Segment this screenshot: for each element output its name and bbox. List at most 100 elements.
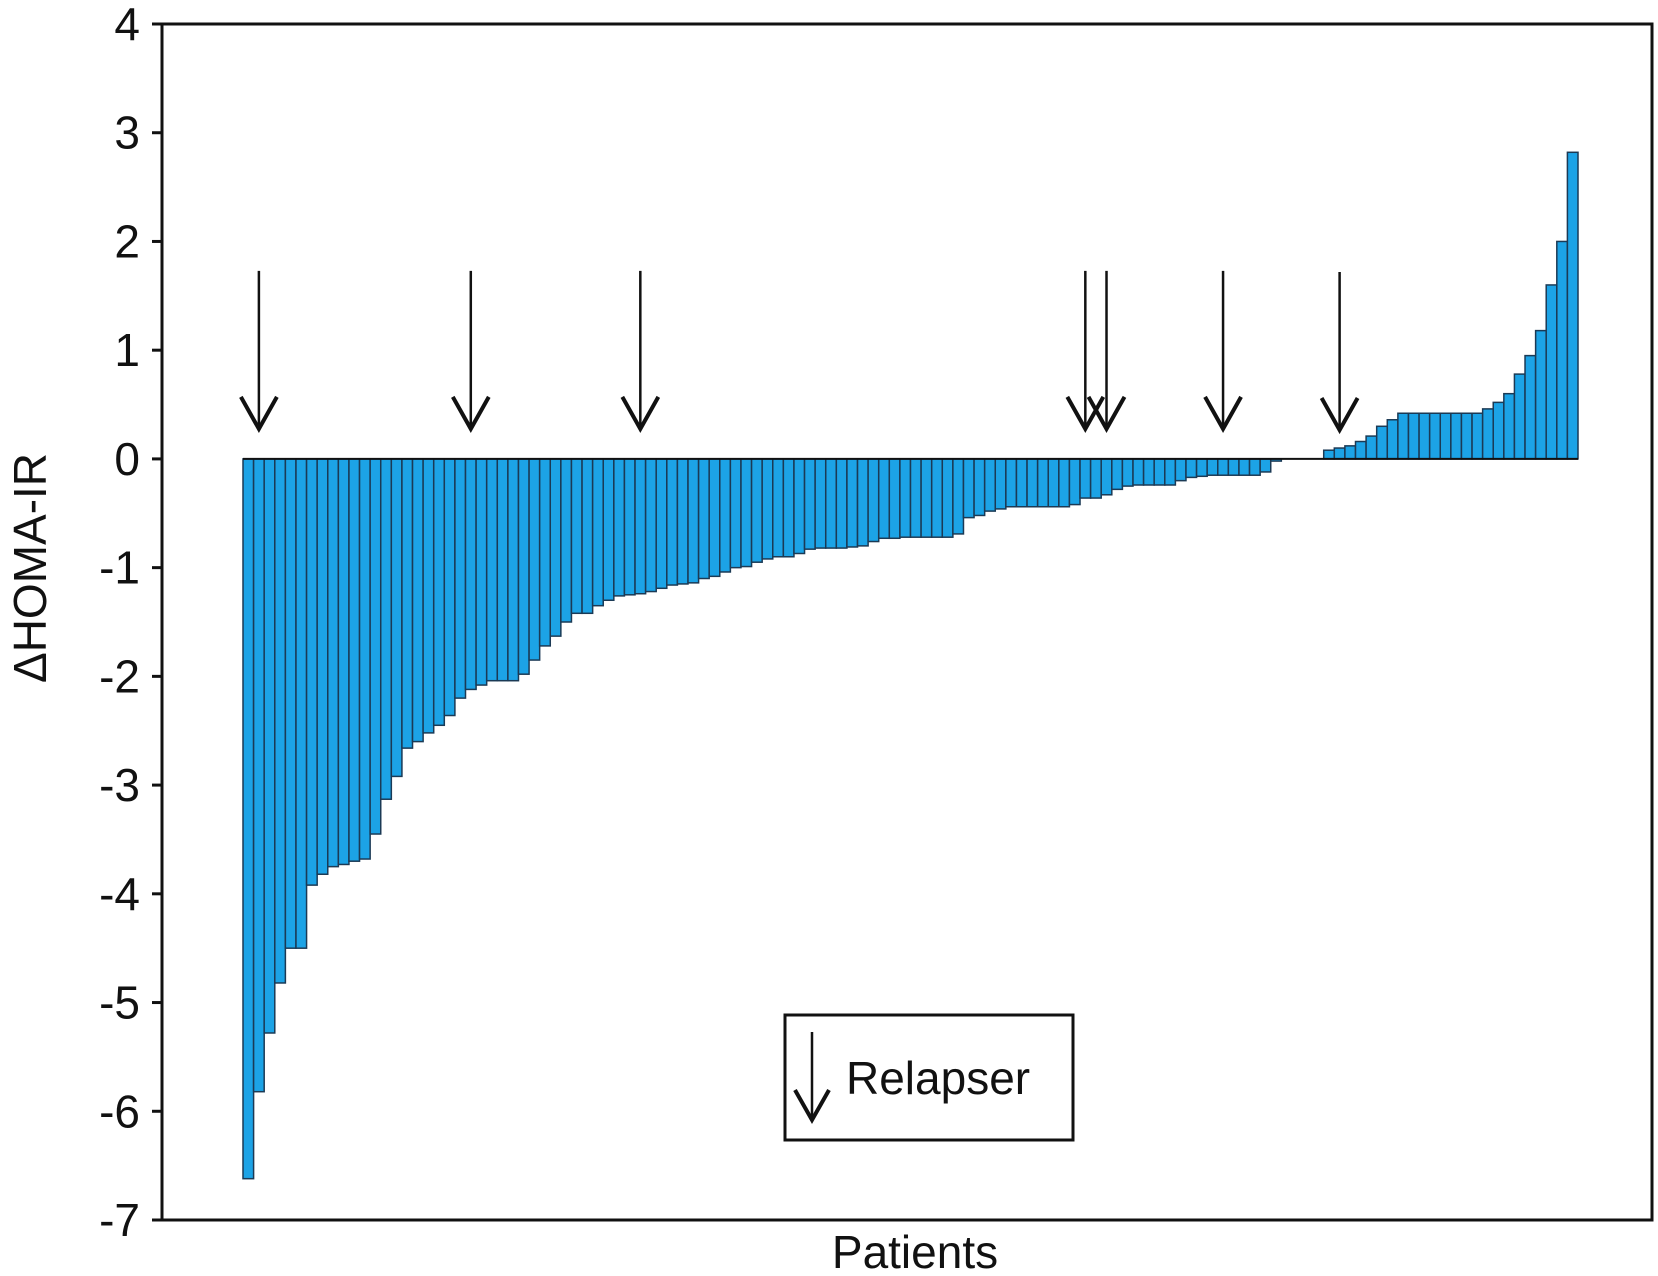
bar: [782, 458, 795, 558]
bar: [1333, 447, 1346, 460]
bar: [485, 458, 499, 682]
bar: [613, 458, 626, 597]
bar: [581, 458, 594, 615]
relapser-arrow-icon: [451, 270, 491, 433]
y-tick-label: -2: [99, 650, 140, 702]
bar: [422, 458, 435, 734]
relapser-arrow-icon: [1086, 270, 1127, 433]
bar: [295, 458, 308, 949]
bar: [803, 458, 816, 550]
bar: [687, 458, 700, 584]
bar: [570, 458, 583, 615]
bar: [602, 458, 615, 602]
y-tick-label: 3: [114, 107, 140, 159]
bar: [305, 458, 318, 886]
bar: [252, 458, 265, 1093]
bar: [1142, 458, 1155, 486]
bar: [824, 458, 838, 549]
bar: [835, 458, 848, 549]
bar: [401, 458, 414, 749]
bar: [1089, 458, 1102, 499]
bar: [1439, 412, 1452, 460]
y-tick-label: -3: [99, 759, 140, 811]
bar: [1227, 458, 1240, 476]
bar: [1259, 458, 1272, 473]
bar: [1238, 458, 1251, 476]
bar: [750, 458, 763, 563]
bar: [920, 458, 933, 538]
bar: [379, 458, 393, 800]
bar: [761, 458, 774, 560]
bar: [1206, 458, 1219, 476]
bar: [952, 458, 965, 535]
bar: [1058, 458, 1071, 508]
bar: [1450, 412, 1463, 460]
bar: [1217, 458, 1230, 476]
bar: [655, 458, 668, 590]
bar: [1386, 419, 1399, 460]
relapser-arrow-icon: [1065, 270, 1106, 433]
bar: [740, 458, 753, 568]
bar: [888, 458, 901, 540]
bar: [1524, 354, 1537, 460]
bar: [507, 458, 520, 682]
bar: [1365, 435, 1378, 460]
bar: [1026, 458, 1039, 508]
bar: [983, 458, 997, 512]
bar: [560, 458, 573, 623]
bar: [316, 458, 329, 875]
bars-group: [242, 151, 1579, 1180]
bar: [856, 458, 869, 547]
bar: [1121, 458, 1134, 487]
bar: [1005, 458, 1018, 508]
bar: [846, 458, 859, 548]
bar: [1195, 458, 1208, 478]
bar: [962, 458, 975, 519]
bar: [284, 458, 297, 949]
bar: [1513, 373, 1526, 460]
bar: [708, 458, 721, 578]
bar: [390, 458, 403, 778]
plot-frame: [160, 22, 1654, 1222]
bar: [697, 458, 710, 580]
bar: [591, 458, 604, 607]
relapser-arrow-icon: [620, 270, 661, 433]
bar: [644, 458, 657, 593]
relapser-arrow-icon: [1203, 270, 1243, 433]
bar: [1418, 412, 1431, 460]
y-tick-label: -6: [99, 1085, 140, 1137]
bar: [348, 458, 361, 862]
bar: [369, 458, 382, 835]
x-axis-label: Patients: [832, 1226, 998, 1276]
bar: [528, 458, 541, 661]
bar: [814, 458, 827, 549]
bar: [930, 458, 944, 538]
y-tick-label: -7: [99, 1194, 140, 1246]
bar: [1428, 412, 1442, 460]
bar: [242, 458, 255, 1180]
y-tick-label: -5: [99, 977, 140, 1029]
bar: [1164, 458, 1177, 486]
bar: [432, 458, 446, 727]
bar: [1111, 458, 1124, 491]
bar: [337, 458, 350, 866]
bar: [411, 458, 424, 743]
y-axis-label: ΔHOMA-IR: [4, 453, 56, 683]
bar: [1068, 458, 1081, 506]
bar: [443, 458, 456, 717]
bar: [1036, 458, 1049, 508]
bar: [1407, 412, 1420, 460]
bar: [676, 458, 689, 585]
bar: [867, 458, 880, 543]
bar: [1100, 458, 1113, 496]
bar: [877, 458, 891, 540]
y-tick-label: 1: [114, 324, 140, 376]
relapser-arrow-icon: [1319, 272, 1360, 435]
y-tick-label: -1: [99, 542, 140, 594]
bar: [454, 458, 467, 699]
bar: [1492, 401, 1505, 460]
bar: [729, 458, 742, 569]
bar: [623, 458, 636, 596]
bar: [719, 458, 732, 573]
